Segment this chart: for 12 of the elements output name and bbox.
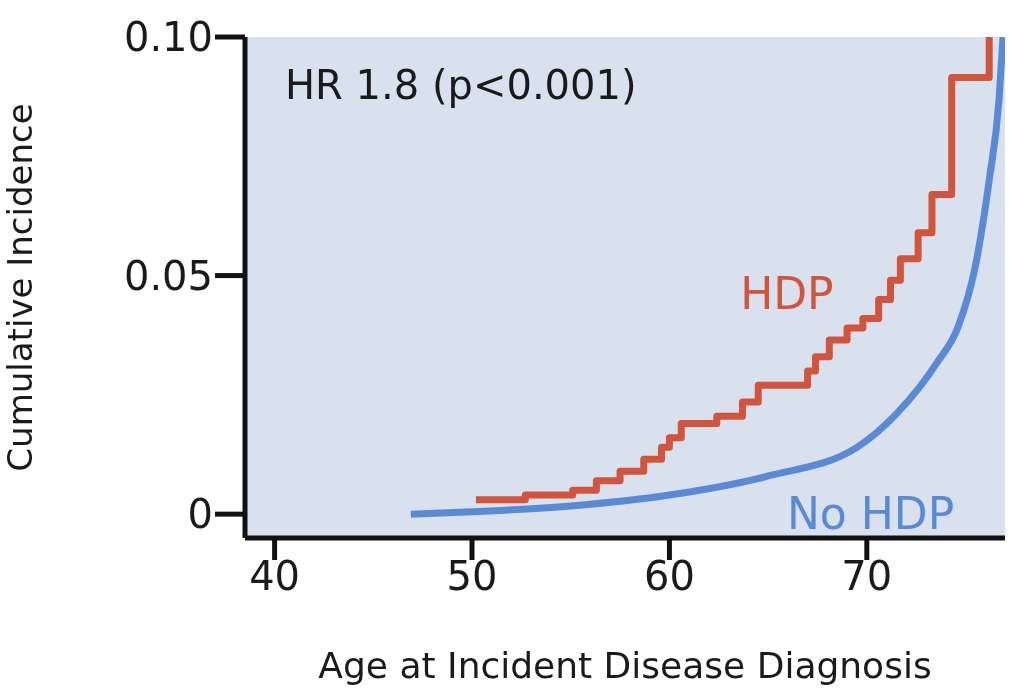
series-label: No HDP [786, 488, 955, 540]
series-label: HDP [740, 268, 834, 320]
y-axis-title: Cumulative Incidence [0, 103, 41, 472]
x-tick-label: 70 [841, 553, 893, 600]
y-tick-label: 0.10 [123, 14, 213, 61]
x-tick-label: 40 [249, 553, 301, 600]
x-tick-label: 50 [446, 553, 498, 600]
y-tick-label: 0 [187, 491, 213, 538]
x-axis-title: Age at Incident Disease Diagnosis [318, 645, 932, 686]
y-tick-label: 0.05 [123, 252, 213, 299]
annotation: HR 1.8 (p<0.001) [285, 62, 637, 108]
x-tick-label: 60 [643, 553, 695, 600]
